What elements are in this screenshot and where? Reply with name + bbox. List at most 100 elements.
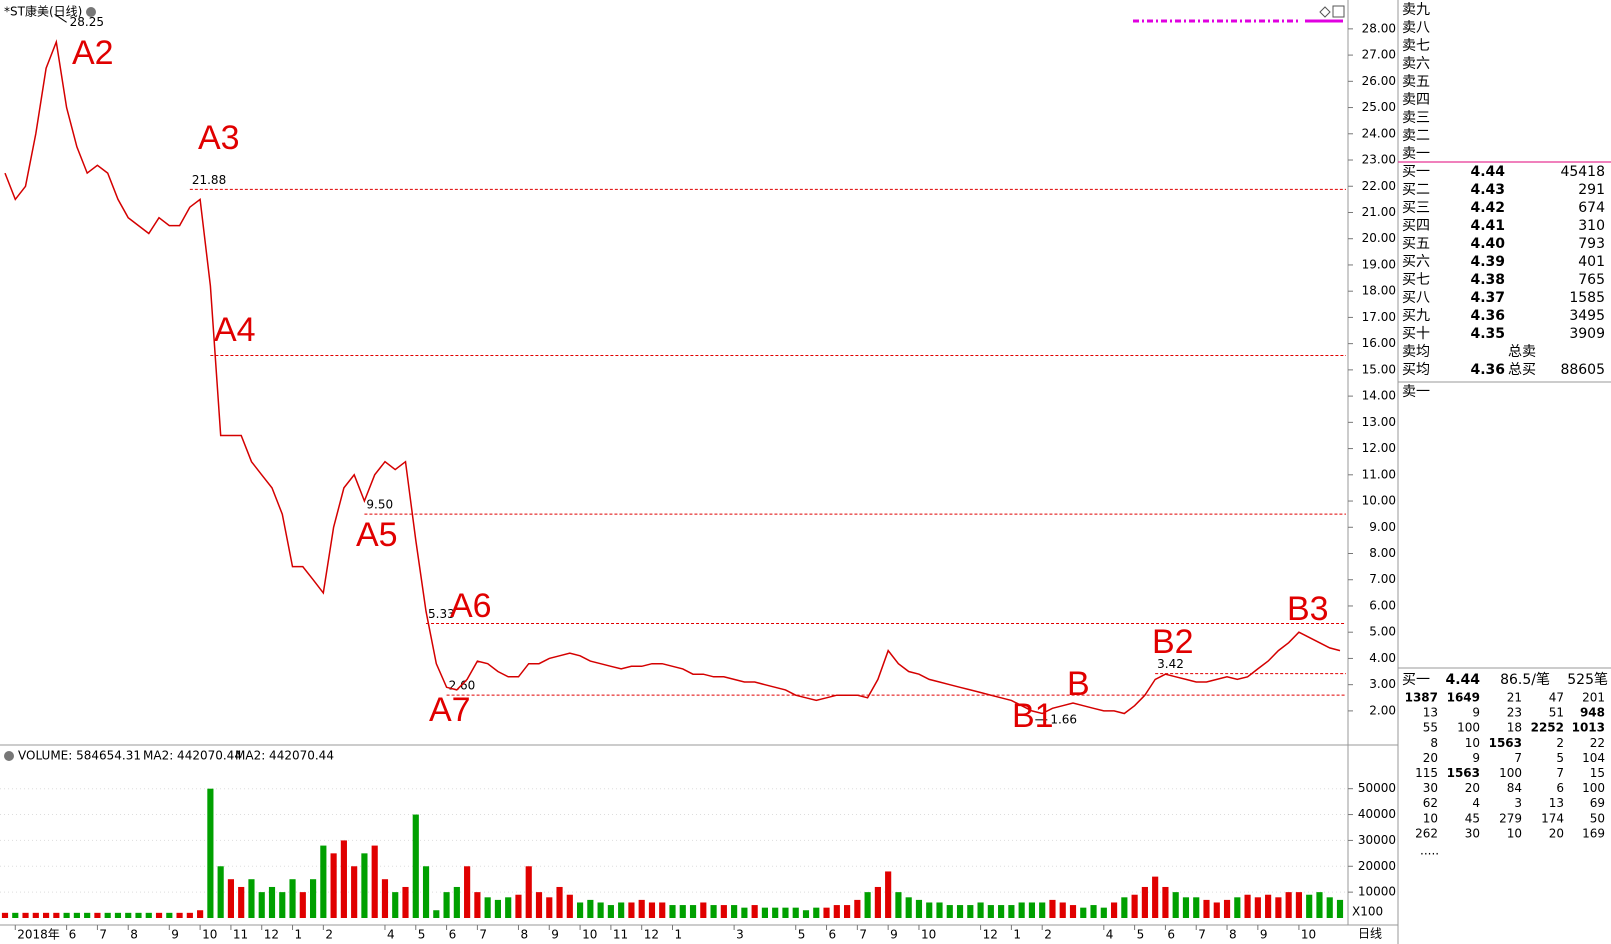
x-tick-label: 1 xyxy=(1013,928,1021,942)
volume-bar xyxy=(936,902,943,918)
volume-bar xyxy=(494,899,502,918)
volume-bar xyxy=(392,892,399,918)
tick-cell: 50 xyxy=(1590,811,1605,825)
more-indicator: ..... xyxy=(1420,844,1439,858)
tick-cell: 100 xyxy=(1582,781,1605,795)
volume-bar xyxy=(63,912,70,918)
volume-bar xyxy=(1090,905,1097,918)
volume-bar xyxy=(1069,905,1077,918)
buy-volume: 310 xyxy=(1578,218,1605,234)
tick-cell: 1649 xyxy=(1447,691,1480,705)
volume-bar xyxy=(1295,892,1303,918)
menu-icon[interactable] xyxy=(86,7,96,17)
buy-price: 4.36 xyxy=(1470,308,1505,324)
tick-cell: 20 xyxy=(1549,826,1564,840)
extreme-label: 28.25 xyxy=(70,15,104,29)
volume-bar xyxy=(792,907,799,918)
x-tick-label: 12 xyxy=(983,928,998,942)
buy-level: 买八 xyxy=(1402,290,1430,306)
volume-bar xyxy=(761,907,769,918)
volume-bar xyxy=(905,897,912,918)
volume-bar xyxy=(1306,894,1313,918)
volume-bar xyxy=(597,902,604,918)
tick-cell: 174 xyxy=(1541,811,1564,825)
avg-total-label: 总买 xyxy=(1508,362,1536,378)
x-tick-label: 5 xyxy=(798,928,806,942)
volume-bar xyxy=(1213,902,1220,918)
tick-cell: 62 xyxy=(1423,796,1438,810)
tick-cell: 13 xyxy=(1549,796,1564,810)
sell-one: 卖一 xyxy=(1402,384,1430,400)
buy-level: 买四 xyxy=(1402,218,1430,234)
avg-label: 买均 xyxy=(1402,362,1430,378)
window-icon[interactable] xyxy=(1332,5,1345,18)
volume-bar xyxy=(12,912,19,918)
volume-bar xyxy=(833,905,840,918)
annotation: A7 xyxy=(429,691,471,729)
tick-cell: 1563 xyxy=(1489,736,1522,750)
tick-cell: 30 xyxy=(1465,826,1480,840)
volume-bar xyxy=(381,879,389,918)
buy-price: 4.41 xyxy=(1470,218,1505,234)
y-tick-label: 16.00 xyxy=(1362,336,1396,350)
volume-bar xyxy=(1018,902,1025,918)
y-tick-label: 12.00 xyxy=(1362,441,1396,455)
menu-icon[interactable] xyxy=(4,751,14,761)
volume-bar xyxy=(402,886,409,918)
y-tick-label: 7.00 xyxy=(1369,572,1396,586)
volume-bar xyxy=(669,905,676,918)
x-tick-label: 8 xyxy=(1229,928,1237,942)
y-tick-label: 4.00 xyxy=(1369,651,1396,665)
buy-volume: 793 xyxy=(1578,236,1605,252)
volume-bar xyxy=(114,912,122,918)
legend-entry: MA2: 442070.44 xyxy=(235,749,334,763)
tick-cell: 2 xyxy=(1556,736,1564,750)
x-tick-label: 8 xyxy=(130,928,138,942)
diamond-icon[interactable] xyxy=(1319,6,1331,18)
volume-bar xyxy=(515,894,522,918)
tick-cell: 7 xyxy=(1514,751,1522,765)
y-tick-label: 23.00 xyxy=(1362,153,1396,167)
y-tick-label: 3.00 xyxy=(1369,677,1396,691)
volume-bar xyxy=(823,907,830,918)
tick-cell: 69 xyxy=(1590,796,1605,810)
tick-cell: 21 xyxy=(1507,691,1522,705)
annotation: B xyxy=(1067,665,1090,703)
tick-cell: 9 xyxy=(1472,706,1480,720)
volume-bar xyxy=(1285,892,1292,918)
volume-bar xyxy=(659,902,666,918)
sell-level: 卖九 xyxy=(1402,2,1430,18)
buy-volume: 45418 xyxy=(1560,164,1605,180)
volume-bar xyxy=(1049,899,1056,918)
tick-cell: 84 xyxy=(1507,781,1522,795)
volume-bar xyxy=(289,879,296,918)
tick-cell: 30 xyxy=(1423,781,1438,795)
y-tick-label: 50000 xyxy=(1358,781,1396,795)
annotation: B3 xyxy=(1287,590,1329,628)
avg-total-label: 总卖 xyxy=(1508,344,1536,360)
volume-bar xyxy=(731,905,738,918)
volume-bar xyxy=(895,892,902,918)
buy-level: 买七 xyxy=(1402,272,1430,288)
buy-level: 买六 xyxy=(1402,254,1430,270)
y-tick-label: 26.00 xyxy=(1362,74,1396,88)
tick-cell: 55 xyxy=(1423,721,1438,735)
volume-bar xyxy=(1223,899,1231,918)
volume-bar xyxy=(1172,892,1179,918)
x-tick-label: 11 xyxy=(233,928,248,942)
tick-cell: 2252 xyxy=(1531,721,1564,735)
volume-bar xyxy=(802,910,810,918)
sell-level: 卖二 xyxy=(1402,128,1430,144)
tick-cell: 10 xyxy=(1423,811,1438,825)
y-tick-label: 30000 xyxy=(1358,833,1396,847)
volume-bar xyxy=(1193,897,1200,918)
volume-bar xyxy=(967,905,974,918)
volume-bar xyxy=(217,866,224,918)
volume-bar xyxy=(1152,876,1159,918)
volume-bar xyxy=(309,879,317,918)
volume-bar xyxy=(813,907,820,918)
tick-header: 买一 xyxy=(1402,672,1430,688)
reference-label: 3.42 xyxy=(1157,657,1184,671)
volume-bar xyxy=(104,912,111,918)
